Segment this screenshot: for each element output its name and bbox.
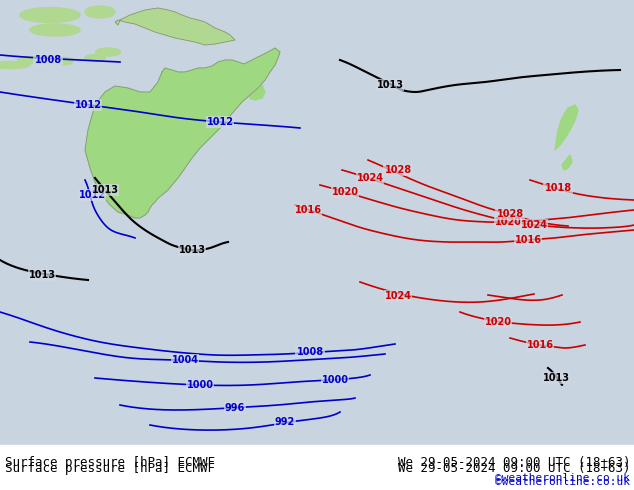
Text: 1020: 1020 bbox=[495, 217, 522, 227]
Text: 1012: 1012 bbox=[75, 100, 101, 110]
Text: 1000: 1000 bbox=[321, 375, 349, 385]
Ellipse shape bbox=[48, 59, 72, 65]
Ellipse shape bbox=[20, 7, 80, 23]
Ellipse shape bbox=[18, 56, 72, 64]
Text: 1013: 1013 bbox=[29, 270, 56, 280]
Bar bbox=[0, 445, 634, 490]
Text: 1020: 1020 bbox=[332, 187, 358, 197]
Text: 1012: 1012 bbox=[207, 117, 233, 127]
Text: 1000: 1000 bbox=[186, 380, 214, 390]
Text: We 29-05-2024 09:00 UTC (18+63): We 29-05-2024 09:00 UTC (18+63) bbox=[398, 456, 630, 468]
Text: 1013: 1013 bbox=[543, 373, 569, 383]
Text: 1016: 1016 bbox=[295, 205, 321, 215]
Text: ©weatheronline.co.uk: ©weatheronline.co.uk bbox=[495, 477, 630, 487]
Text: 996: 996 bbox=[225, 403, 245, 413]
Ellipse shape bbox=[96, 48, 120, 56]
Text: 1016: 1016 bbox=[526, 340, 553, 350]
Ellipse shape bbox=[85, 6, 115, 18]
Text: 1013: 1013 bbox=[179, 245, 205, 255]
Text: 1018: 1018 bbox=[545, 183, 572, 193]
Text: 1013: 1013 bbox=[91, 185, 119, 195]
Polygon shape bbox=[115, 8, 235, 45]
Polygon shape bbox=[562, 155, 572, 170]
Text: 1024: 1024 bbox=[384, 291, 411, 301]
Polygon shape bbox=[85, 48, 280, 218]
Polygon shape bbox=[555, 105, 578, 150]
Text: ©weatheronline.co.uk: ©weatheronline.co.uk bbox=[495, 473, 630, 483]
Text: 1008: 1008 bbox=[34, 55, 61, 65]
Text: We 29-05-2024 09:00 UTC (18+63): We 29-05-2024 09:00 UTC (18+63) bbox=[398, 462, 630, 475]
Text: 1028: 1028 bbox=[496, 209, 524, 219]
Text: 992: 992 bbox=[275, 417, 295, 427]
Text: 1012: 1012 bbox=[79, 190, 105, 200]
Ellipse shape bbox=[30, 24, 80, 36]
Text: 1004: 1004 bbox=[172, 355, 198, 365]
Ellipse shape bbox=[0, 62, 30, 69]
Polygon shape bbox=[248, 82, 265, 100]
Text: 1020: 1020 bbox=[484, 317, 512, 327]
Text: 1024: 1024 bbox=[356, 173, 384, 183]
Text: Surface pressure [hPa] ECMWF: Surface pressure [hPa] ECMWF bbox=[5, 462, 215, 475]
Text: Surface pressure [hPa] ECMWF: Surface pressure [hPa] ECMWF bbox=[5, 456, 215, 468]
Ellipse shape bbox=[85, 54, 105, 62]
Text: 1028: 1028 bbox=[384, 165, 411, 175]
Text: 1024: 1024 bbox=[521, 220, 548, 230]
Text: 1013: 1013 bbox=[377, 80, 403, 90]
Text: 1016: 1016 bbox=[515, 235, 541, 245]
Text: 1008: 1008 bbox=[297, 347, 323, 357]
